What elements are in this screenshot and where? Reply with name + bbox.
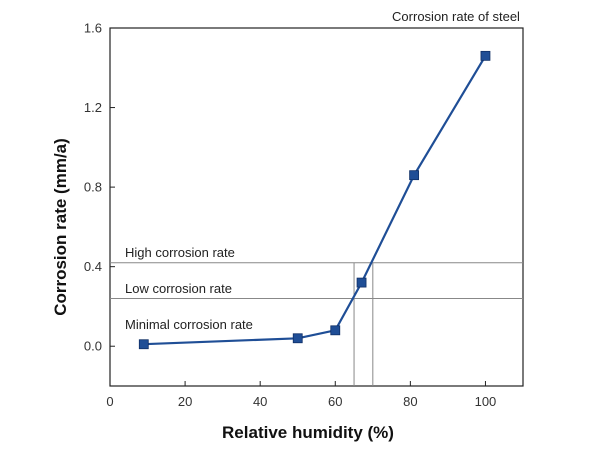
x-tick-label: 80 bbox=[403, 394, 417, 409]
zone-label-1: Low corrosion rate bbox=[125, 281, 232, 296]
y-tick-label: 1.6 bbox=[84, 21, 102, 36]
x-tick-label: 60 bbox=[328, 394, 342, 409]
x-tick-label: 20 bbox=[178, 394, 192, 409]
series-group bbox=[138, 50, 491, 350]
y-tick-label: 1.2 bbox=[84, 100, 102, 115]
x-tick-label: 100 bbox=[475, 394, 497, 409]
y-tick-label: 0.4 bbox=[84, 259, 102, 274]
zone-label-2: Minimal corrosion rate bbox=[125, 317, 253, 332]
x-axis: 0 20 40 60 80 100 bbox=[106, 381, 496, 409]
y-axis-title: Corrosion rate (mm/a) bbox=[51, 138, 70, 316]
chart-title: Corrosion rate of steel bbox=[392, 9, 520, 24]
x-tick-label: 0 bbox=[106, 394, 113, 409]
y-axis: 0.0 0.4 0.8 1.2 1.6 bbox=[84, 21, 115, 354]
plot-frame bbox=[109, 27, 524, 387]
zone-annotations: High corrosion rate Low corrosion rate Min… bbox=[125, 245, 253, 332]
data-point bbox=[409, 170, 420, 181]
data-point bbox=[330, 325, 341, 336]
x-axis-title: Relative humidity (%) bbox=[222, 423, 394, 442]
y-tick-label: 0.0 bbox=[84, 339, 102, 354]
y-tick-label: 0.8 bbox=[84, 180, 102, 195]
data-point bbox=[480, 50, 491, 61]
series-line bbox=[143, 55, 487, 346]
data-point bbox=[292, 333, 303, 344]
x-tick-label: 40 bbox=[253, 394, 267, 409]
data-point bbox=[138, 339, 149, 350]
zone-label-0: High corrosion rate bbox=[125, 245, 235, 260]
reference-lines bbox=[110, 262, 523, 386]
data-point bbox=[356, 277, 367, 288]
